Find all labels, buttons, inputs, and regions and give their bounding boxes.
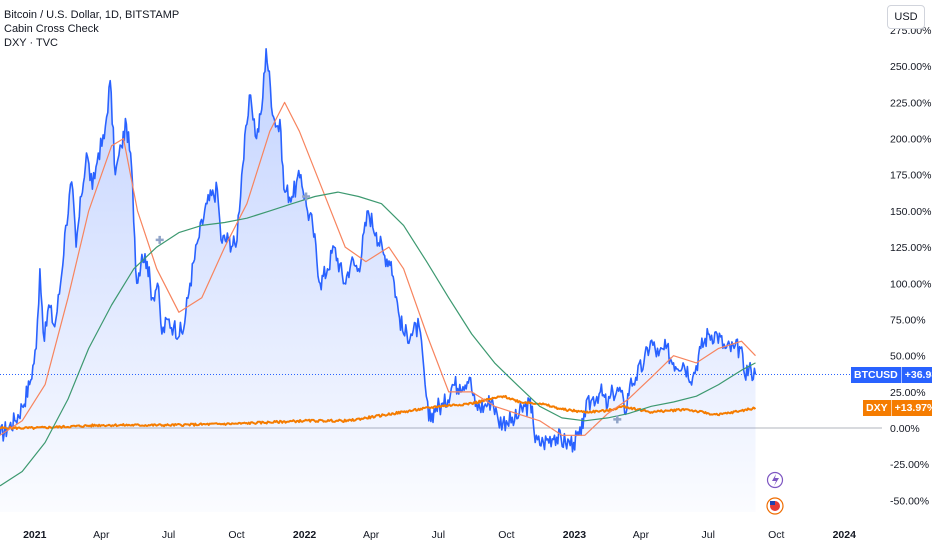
y-tick-label: 0.00% — [890, 423, 920, 435]
y-tick-label: 250.00% — [890, 61, 931, 73]
x-tick-label: Apr — [93, 529, 110, 541]
dxy-badge-value: +13.97% — [891, 399, 932, 416]
btc-badge-label: BTCUSD — [851, 366, 902, 383]
y-tick-label: 175.00% — [890, 170, 931, 182]
legend-indicator[interactable]: Cabin Cross Check — [4, 23, 99, 35]
dxy-badge-label: DXY — [863, 399, 892, 416]
btc-area-fill — [0, 48, 756, 513]
y-tick-label: 150.00% — [890, 206, 931, 218]
cross-marker-1 — [155, 235, 164, 244]
btc-badge-value: +36.98% — [901, 366, 932, 383]
dxy-series-line — [0, 394, 757, 431]
cross-marker-3 — [613, 415, 622, 424]
legend-symbol[interactable]: Bitcoin / U.S. Dollar, 1D, BITSTAMP — [4, 9, 180, 21]
cross-marker-2 — [302, 192, 311, 201]
y-tick-label: -25.00% — [890, 459, 929, 471]
x-tick-label: Jul — [702, 529, 715, 541]
y-tick-label: 100.00% — [890, 278, 931, 290]
x-tick-label: 2021 — [23, 529, 47, 541]
x-tick-label: 2023 — [563, 529, 587, 541]
x-tick-label: Oct — [768, 529, 784, 541]
x-tick-label: Apr — [633, 529, 650, 541]
legend-compare[interactable]: DXY · TVC — [4, 37, 58, 49]
dxy-price-badge: DXY +13.97% — [863, 399, 932, 416]
x-tick-label: Jul — [432, 529, 445, 541]
fast-moving-average-line — [0, 101, 756, 436]
btc-price-badge: BTCUSD +36.98% — [851, 366, 932, 383]
x-tick-label: Oct — [228, 529, 244, 541]
x-tick-label: 2022 — [293, 529, 317, 541]
y-tick-label: -50.00% — [890, 495, 929, 507]
btc-series-line — [0, 48, 757, 453]
x-tick-label: Jul — [162, 529, 175, 541]
y-tick-label: 225.00% — [890, 97, 931, 109]
y-tick-label: 75.00% — [890, 314, 926, 326]
currency-button[interactable]: USD — [887, 5, 925, 29]
y-tick-label: 200.00% — [890, 134, 931, 146]
x-tick-label: 2024 — [833, 529, 857, 541]
lightning-bolt-icon — [772, 474, 779, 486]
y-tick-label: 125.00% — [890, 242, 931, 254]
x-tick-label: Oct — [498, 529, 514, 541]
y-tick-label: 25.00% — [890, 387, 926, 399]
slow-moving-average-line — [0, 191, 756, 487]
x-tick-label: Apr — [363, 529, 380, 541]
y-tick-label: 50.00% — [890, 351, 926, 363]
legend: Bitcoin / U.S. Dollar, 1D, BITSTAMP Cabi… — [4, 8, 179, 50]
us-flag-canton-icon — [770, 501, 775, 505]
